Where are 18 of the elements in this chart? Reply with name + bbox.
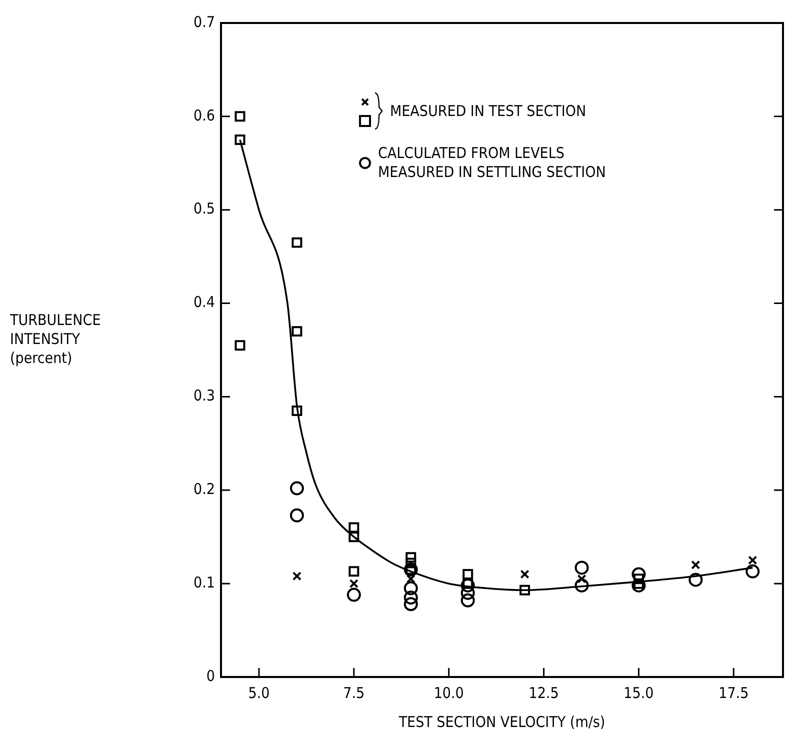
x-tick-label: 10.0 <box>434 684 464 702</box>
y-tick-label: 0.4 <box>194 293 215 312</box>
x-tick-label: 5.0 <box>248 684 270 702</box>
y-tick-label: 0.2 <box>194 480 215 498</box>
legend-label: CALCULATED FROM LEVELS MEASURED IN SETTLING SECTION <box>378 144 606 182</box>
x-tick-label: 12.5 <box>528 684 559 702</box>
legend-label: MEASURED IN TEST SECTION <box>390 102 586 120</box>
y-tick-label: 0.6 <box>194 106 215 124</box>
x-axis-title: TEST SECTION VELOCITY (m/s) <box>398 712 606 731</box>
y-tick-label: 0.5 <box>194 200 215 218</box>
y-tick-label: 0.3 <box>194 386 215 405</box>
y-tick-label: 0.7 <box>194 12 215 31</box>
x-tick-label: 7.5 <box>343 684 365 702</box>
x-tick-label: 17.5 <box>718 684 749 702</box>
y-tick-label: 0.1 <box>194 573 215 592</box>
text: TURBULENCE INTENSITY (percent) <box>9 310 101 367</box>
y-tick-label: 0 <box>206 666 215 685</box>
x-tick-label: 15.0 <box>624 684 654 702</box>
